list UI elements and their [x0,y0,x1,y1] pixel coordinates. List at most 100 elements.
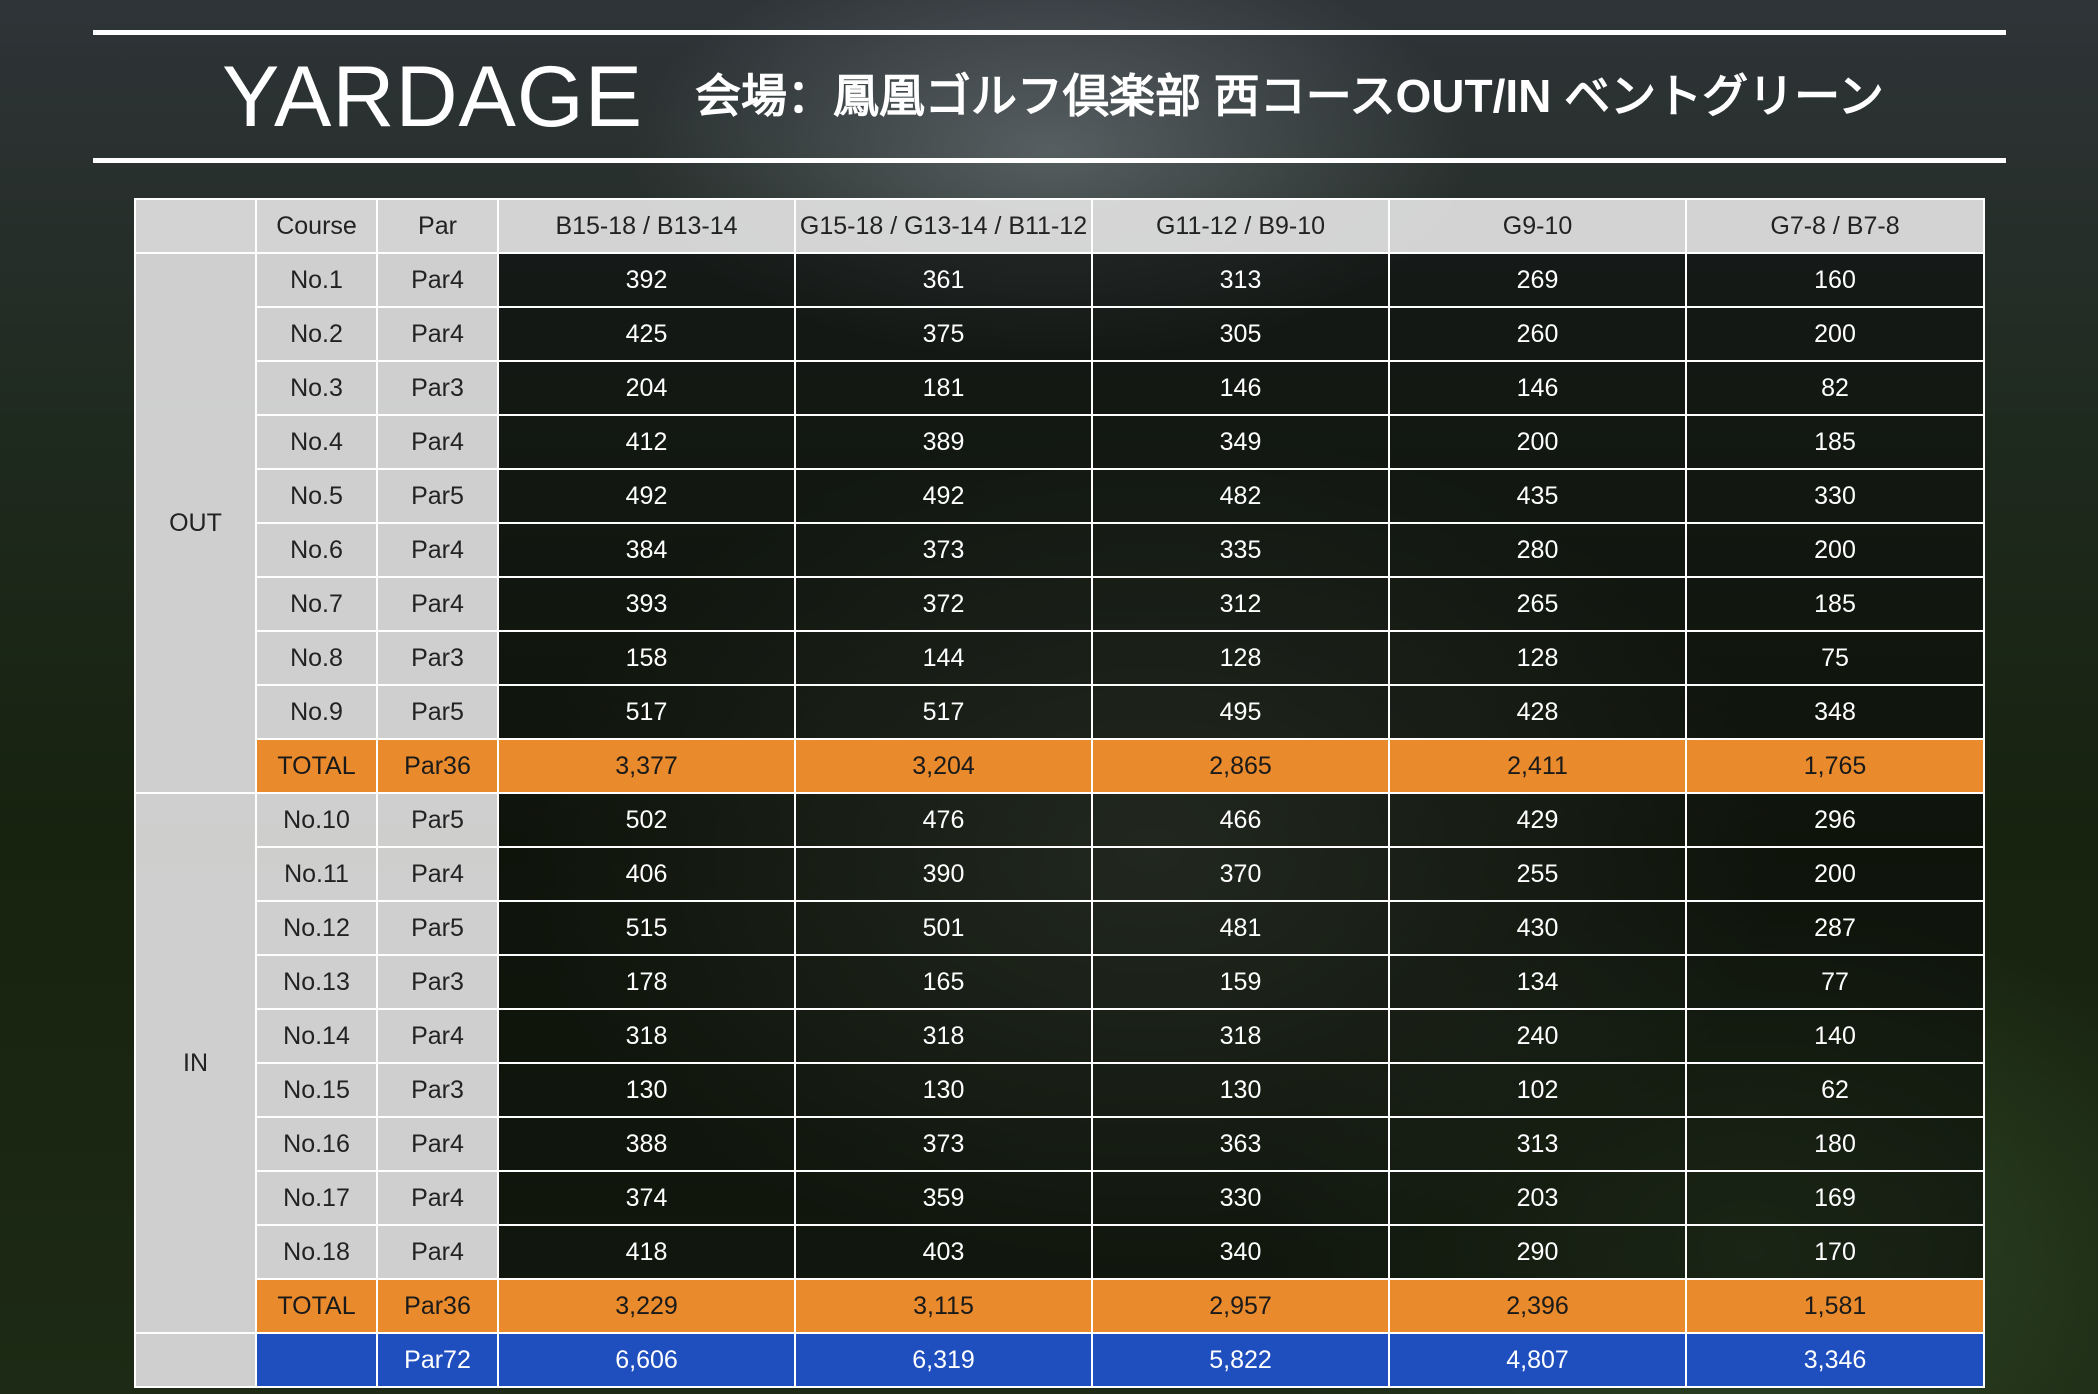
yardage-cell: 482 [1091,468,1390,524]
grand-total-yardage-cell: 6,606 [497,1332,796,1388]
hole-par: Par4 [376,576,499,632]
yardage-cell: 290 [1388,1224,1687,1280]
yardage-cell: 406 [497,846,796,902]
yardage-cell: 296 [1685,792,1985,848]
yardage-cell: 130 [1091,1062,1390,1118]
hole-number: No.16 [255,1116,378,1172]
hole-row: No.18 Par4 418 403 340 290 170 [135,1224,1985,1280]
yardage-cell: 392 [497,252,796,308]
yardage-cell: 390 [794,846,1093,902]
yardage-cell: 130 [497,1062,796,1118]
hole-row: No.14 Par4 318 318 318 240 140 [135,1008,1985,1064]
in-total-row: TOTAL Par36 3,229 3,115 2,957 2,396 1,581 [135,1278,1985,1334]
hole-row: No.5 Par5 492 492 482 435 330 [135,468,1985,524]
yardage-cell: 466 [1091,792,1390,848]
hole-number: No.1 [255,252,378,308]
yardage-cell: 372 [794,576,1093,632]
yardage-cell: 269 [1388,252,1687,308]
yardage-cell: 384 [497,522,796,578]
yardage-cell: 200 [1388,414,1687,470]
yardage-cell: 501 [794,900,1093,956]
yardage-cell: 370 [1091,846,1390,902]
grand-total-yardage-cell: 3,346 [1685,1332,1985,1388]
hole-number: No.5 [255,468,378,524]
hole-row: No.17 Par4 374 359 330 203 169 [135,1170,1985,1226]
yardage-cell: 361 [794,252,1093,308]
hole-par: Par4 [376,1170,499,1226]
total-yardage-cell: 2,411 [1388,738,1687,794]
yardage-cell: 134 [1388,954,1687,1010]
yardage-cell: 265 [1388,576,1687,632]
column-header: Course [255,198,378,254]
yardage-cell: 178 [497,954,796,1010]
yardage-cell: 348 [1685,684,1985,740]
yardage-cell: 388 [497,1116,796,1172]
yardage-cell: 495 [1091,684,1390,740]
yardage-cell: 373 [794,522,1093,578]
total-yardage-cell: 3,115 [794,1278,1093,1334]
yardage-cell: 318 [794,1008,1093,1064]
yardage-cell: 313 [1388,1116,1687,1172]
total-yardage-cell: 2,396 [1388,1278,1687,1334]
yardage-cell: 375 [794,306,1093,362]
yardage-cell: 492 [794,468,1093,524]
hole-par: Par5 [376,468,499,524]
yardage-cell: 312 [1091,576,1390,632]
yardage-cell: 159 [1091,954,1390,1010]
hole-par: Par3 [376,630,499,686]
yardage-cell: 481 [1091,900,1390,956]
yardage-cell: 363 [1091,1116,1390,1172]
hole-par: Par4 [376,846,499,902]
total-yardage-cell: 3,229 [497,1278,796,1334]
grand-total-blank [255,1332,378,1388]
hole-number: No.9 [255,684,378,740]
hole-number: No.12 [255,900,378,956]
yardage-cell: 102 [1388,1062,1687,1118]
in-section-label: IN [134,792,257,1334]
yardage-cell: 330 [1091,1170,1390,1226]
grand-total-par: Par72 [376,1332,499,1388]
yardage-cell: 349 [1091,414,1390,470]
page-subtitle: 会場：鳳凰ゴルフ倶楽部 西コースOUT/IN ベントグリーン [695,70,1884,122]
yardage-cell: 144 [794,630,1093,686]
total-label: TOTAL [255,1278,378,1334]
yardage-cell: 318 [497,1008,796,1064]
hole-row: No.16 Par4 388 373 363 313 180 [135,1116,1985,1172]
column-header [134,198,257,254]
yardage-cell: 340 [1091,1224,1390,1280]
yardage-cell: 287 [1685,900,1985,956]
yardage-cell: 393 [497,576,796,632]
column-header: G7-8 / B7-8 [1685,198,1985,254]
total-par: Par36 [376,1278,499,1334]
hole-row: No.6 Par4 384 373 335 280 200 [135,522,1985,578]
grand-total-yardage-cell: 6,319 [794,1332,1093,1388]
yardage-cell: 169 [1685,1170,1985,1226]
yardage-cell: 200 [1685,846,1985,902]
yardage-cell: 515 [497,900,796,956]
hole-par: Par5 [376,792,499,848]
yardage-cell: 435 [1388,468,1687,524]
total-yardage-cell: 3,377 [497,738,796,794]
yardage-cell: 280 [1388,522,1687,578]
yardage-cell: 146 [1091,360,1390,416]
table-header-row: Course Par B15-18 / B13-14 G15-18 / G13-14 … [134,198,1985,254]
hole-number: No.2 [255,306,378,362]
hole-number: No.14 [255,1008,378,1064]
hole-row: No.3 Par3 204 181 146 146 82 [135,360,1985,416]
column-header: G9-10 [1388,198,1687,254]
yardage-cell: 305 [1091,306,1390,362]
total-yardage-cell: 3,204 [794,738,1093,794]
hole-par: Par4 [376,252,499,308]
hole-row: OUT No.1 Par4 392 361 313 269 160 [134,252,1985,794]
hole-number: No.3 [255,360,378,416]
hole-par: Par3 [376,1062,499,1118]
total-yardage-cell: 1,765 [1685,738,1985,794]
hole-row: No.12 Par5 515 501 481 430 287 [135,900,1985,956]
total-yardage-cell: 2,957 [1091,1278,1390,1334]
yardage-cell: 359 [794,1170,1093,1226]
grand-total-blank [134,1332,257,1388]
hole-par: Par4 [376,1008,499,1064]
total-par: Par36 [376,738,499,794]
hole-par: Par3 [376,954,499,1010]
yardage-cell: 203 [1388,1170,1687,1226]
